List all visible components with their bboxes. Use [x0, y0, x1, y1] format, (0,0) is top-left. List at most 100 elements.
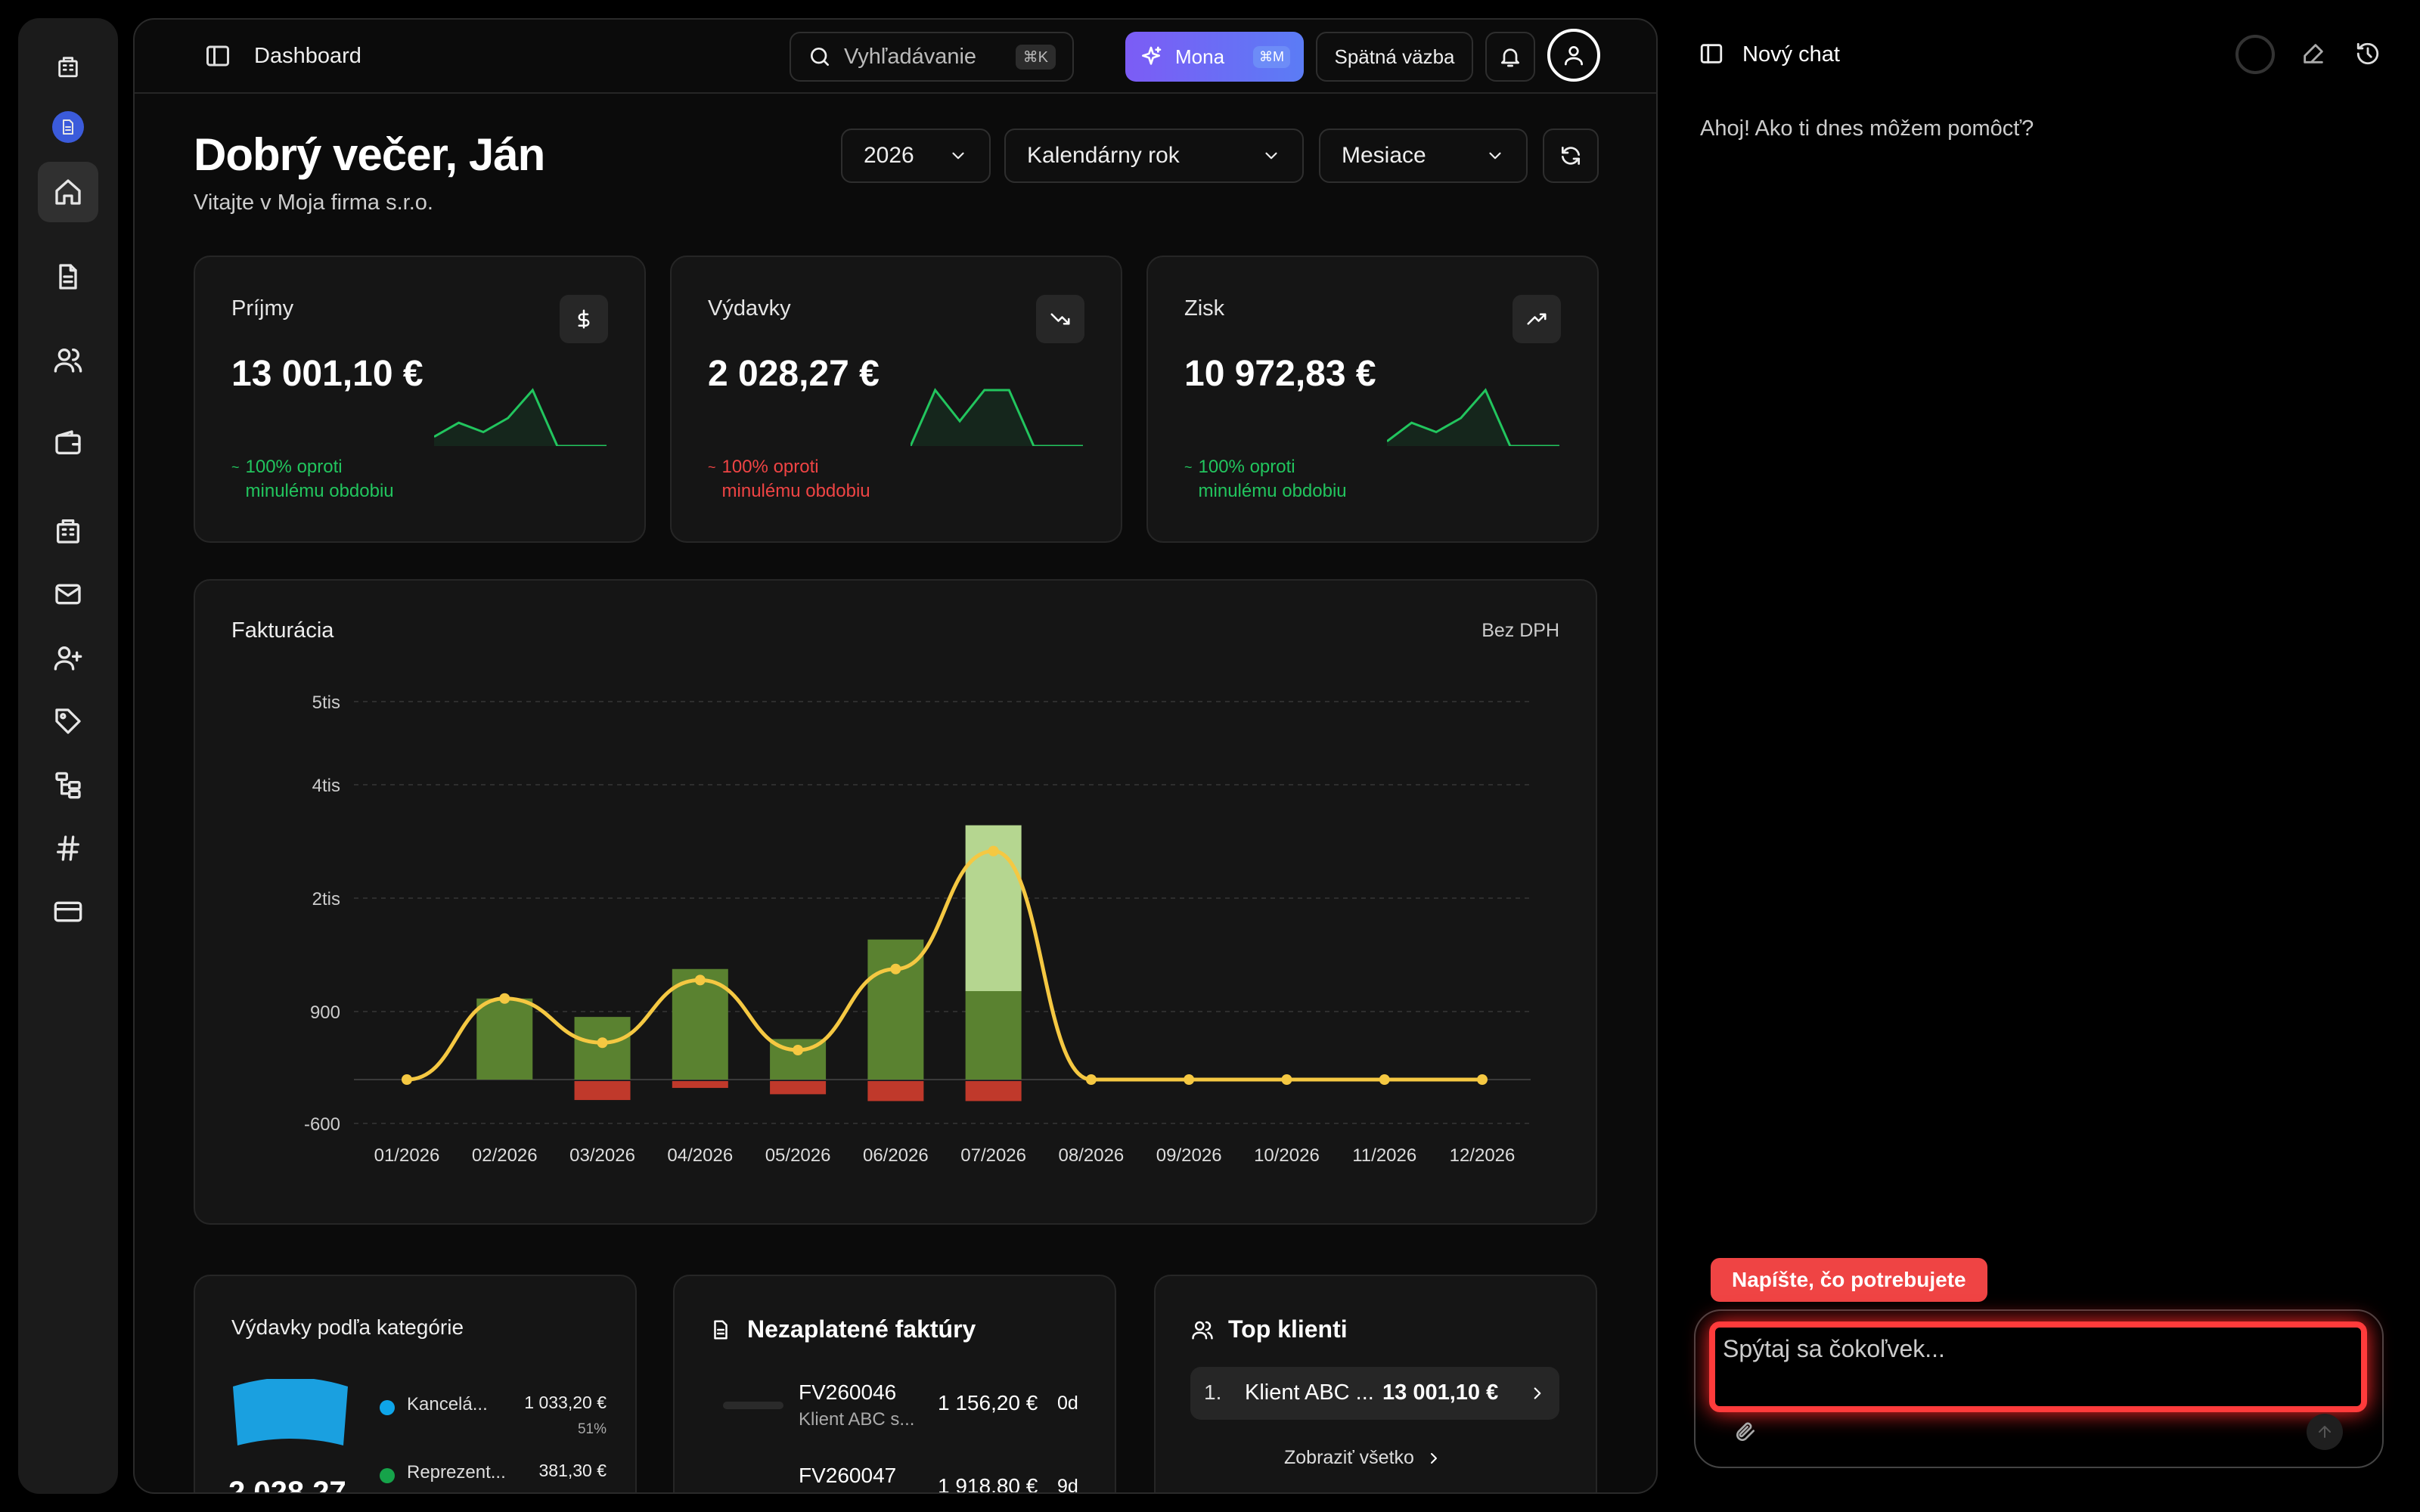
- kpi-value: 13 001,10 €: [231, 354, 424, 394]
- kpi-trend-line1: 100% oproti: [721, 457, 819, 477]
- x-tick-label: 01/2026: [374, 1145, 440, 1166]
- top-bar: Dashboard Vyhľadávanie ⌘K Mona ⌘M Spätná…: [135, 20, 1656, 94]
- invoice-number: FV260046: [799, 1380, 897, 1404]
- new-chat-icon[interactable]: [2301, 41, 2326, 67]
- unpaid-row[interactable]: FV260047 1 918,80 € 9d: [723, 1464, 1101, 1494]
- tag-icon[interactable]: [44, 697, 92, 745]
- kpi-card: Zisk 10 972,83 € ~100% oproti minulému obdo…: [1146, 256, 1599, 543]
- home-icon[interactable]: [38, 162, 98, 222]
- show-all-link[interactable]: Zobraziť všetko: [1284, 1447, 1443, 1469]
- user-avatar[interactable]: [1547, 29, 1600, 82]
- bell-icon: [1501, 48, 1519, 67]
- y-tick-label: 2tis: [312, 889, 340, 909]
- wallet-icon[interactable]: [44, 419, 92, 467]
- document-badge-icon[interactable]: [44, 103, 92, 151]
- chat-composer: Spýtaj sa čokoľvek...: [1694, 1309, 2384, 1468]
- unpaid-row[interactable]: FV260046 Klient ABC s... 1 156,20 € 0d: [723, 1380, 1101, 1433]
- profit-point: [1184, 1074, 1195, 1085]
- feedback-button[interactable]: Spätná väzba: [1316, 32, 1473, 82]
- profit-point: [890, 963, 901, 974]
- building-icon[interactable]: [44, 42, 92, 91]
- hash-icon[interactable]: [44, 824, 92, 872]
- bar-income: [965, 991, 1022, 1080]
- send-button[interactable]: [2307, 1414, 2343, 1450]
- category-color-dot: [380, 1400, 395, 1415]
- kpi-trend-line2: minulému obdobiu: [1198, 481, 1347, 501]
- period-type-select[interactable]: Kalendárny rok: [1004, 129, 1304, 183]
- bank-building-icon[interactable]: [44, 507, 92, 555]
- breadcrumb[interactable]: Dashboard: [254, 44, 361, 68]
- kpi-sparkline: [1387, 388, 1559, 446]
- sparkline-line: [434, 388, 607, 446]
- sidebar-toggle-icon[interactable]: [204, 42, 231, 70]
- trending-down-icon: [1036, 295, 1084, 343]
- granularity-select[interactable]: Mesiace: [1319, 129, 1528, 183]
- invoice-number: FV260047: [799, 1464, 897, 1487]
- history-icon[interactable]: [2355, 41, 2381, 67]
- arrow-up-icon: [2319, 1426, 2331, 1438]
- period-type-value: Kalendárny rok: [1027, 143, 1180, 168]
- user-add-icon[interactable]: [44, 634, 92, 682]
- panel-toggle-icon[interactable]: [1699, 41, 1724, 67]
- expenses-total: 2 028,27: [228, 1476, 346, 1494]
- notifications-button[interactable]: [1485, 32, 1535, 82]
- profit-point: [694, 974, 706, 986]
- search-shortcut: ⌘K: [1015, 44, 1056, 70]
- users-icon[interactable]: [44, 336, 92, 384]
- bar-income: [476, 998, 533, 1080]
- client-amount: 13 001,10 €: [1382, 1380, 1499, 1405]
- kpi-trend-line2: minulému obdobiu: [245, 481, 394, 501]
- refresh-button[interactable]: [1543, 129, 1599, 183]
- invoice-icon[interactable]: [44, 253, 92, 301]
- bar-income: [672, 968, 728, 1080]
- chevron-down-icon: [1265, 152, 1277, 160]
- invoice-icon: [714, 1320, 728, 1340]
- users-icon: [1192, 1321, 1213, 1340]
- sparkle-icon: [1142, 46, 1162, 65]
- mail-icon[interactable]: [44, 570, 92, 618]
- tree-structure-icon[interactable]: [44, 761, 92, 809]
- sparkline-area: [911, 390, 1083, 446]
- profit-point: [597, 1037, 608, 1049]
- loading-spinner-icon: [2235, 35, 2275, 74]
- sparkline-line: [1387, 388, 1559, 446]
- chat-title: Nový chat: [1742, 42, 1840, 67]
- credit-card-icon[interactable]: [44, 888, 92, 936]
- y-tick-label: -600: [304, 1114, 340, 1135]
- invoicing-chart-card: Fakturácia Bez DPH 5tis 4tis 2tis 900 -600 01…: [194, 579, 1597, 1225]
- trending-up-icon: [1512, 295, 1561, 343]
- x-tick-label: 04/2026: [667, 1145, 733, 1166]
- page-subtitle: Vitajte v Moja firma s.r.o.: [194, 191, 433, 215]
- bar-expense: [867, 1081, 924, 1101]
- x-tick-label: 08/2026: [1059, 1145, 1125, 1166]
- mona-label: Mona: [1175, 45, 1225, 68]
- y-tick-label: 900: [310, 1002, 340, 1023]
- kpi-card: Príjmy 13 001,10 € ~100% oproti minulému ob…: [194, 256, 646, 543]
- sparkline-line: [911, 388, 1083, 446]
- profit-point: [402, 1074, 412, 1085]
- bar-expense: [770, 1081, 827, 1095]
- expenses-by-category-card: Výdavky podľa kategórie 2 028,27 Kancelá…: [194, 1275, 637, 1494]
- category-item: Reprezent... 381,30 €: [380, 1461, 607, 1491]
- kpi-trend-line1: 100% oproti: [245, 457, 343, 477]
- chat-input[interactable]: Spýtaj sa čokoľvek...: [1709, 1321, 2367, 1412]
- mona-shortcut: ⌘M: [1253, 45, 1290, 68]
- progress-placeholder: [723, 1402, 783, 1409]
- kpi-value: 10 972,83 €: [1184, 354, 1376, 394]
- chat-input-placeholder: Spýtaj sa čokoľvek...: [1723, 1335, 1945, 1362]
- mona-ai-button[interactable]: Mona ⌘M: [1125, 32, 1304, 82]
- x-tick-label: 09/2026: [1156, 1145, 1222, 1166]
- search-input[interactable]: Vyhľadávanie ⌘K: [790, 32, 1074, 82]
- paperclip-icon[interactable]: [1733, 1420, 1758, 1444]
- search-icon: [811, 48, 829, 66]
- kpi-trend: ~100% oproti minulému obdobiu: [708, 455, 935, 503]
- x-tick-label: 02/2026: [472, 1145, 538, 1166]
- x-tick-label: 10/2026: [1254, 1145, 1320, 1166]
- profit-point: [1477, 1074, 1488, 1085]
- invoice-days: 9d: [1057, 1476, 1078, 1494]
- search-placeholder: Vyhľadávanie: [844, 44, 977, 69]
- year-select[interactable]: 2026: [841, 129, 991, 183]
- page-title: Dobrý večer, Ján: [194, 129, 545, 180]
- bar-income: [574, 1017, 631, 1080]
- client-row[interactable]: 1. Klient ABC ... 13 001,10 €: [1190, 1367, 1559, 1420]
